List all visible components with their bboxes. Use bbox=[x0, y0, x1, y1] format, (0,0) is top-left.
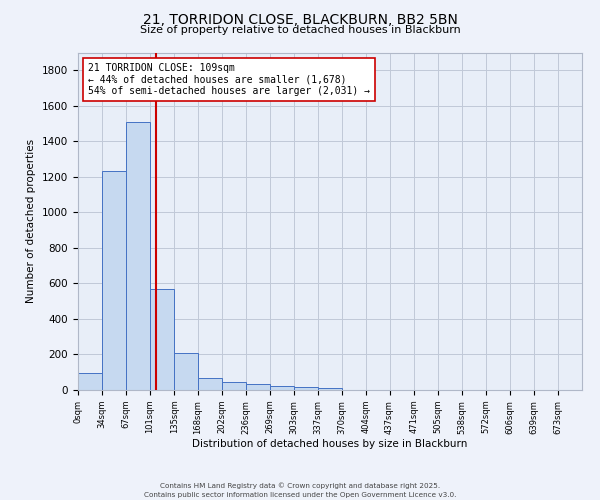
Bar bbox=[222, 382, 246, 390]
Text: Size of property relative to detached houses in Blackburn: Size of property relative to detached ho… bbox=[140, 25, 460, 35]
Bar bbox=[150, 289, 174, 390]
X-axis label: Distribution of detached houses by size in Blackburn: Distribution of detached houses by size … bbox=[193, 440, 467, 450]
Bar bbox=[198, 378, 222, 390]
Bar bbox=[78, 373, 102, 390]
Text: 21 TORRIDON CLOSE: 109sqm
← 44% of detached houses are smaller (1,678)
54% of se: 21 TORRIDON CLOSE: 109sqm ← 44% of detac… bbox=[88, 62, 370, 96]
Bar bbox=[126, 122, 150, 390]
Bar bbox=[246, 384, 271, 390]
Bar bbox=[102, 170, 127, 390]
Text: 21, TORRIDON CLOSE, BLACKBURN, BB2 5BN: 21, TORRIDON CLOSE, BLACKBURN, BB2 5BN bbox=[143, 12, 457, 26]
Bar bbox=[174, 352, 199, 390]
Y-axis label: Number of detached properties: Number of detached properties bbox=[26, 139, 37, 304]
Bar bbox=[270, 386, 294, 390]
Bar bbox=[318, 388, 343, 390]
Bar bbox=[294, 388, 318, 390]
Text: Contains HM Land Registry data © Crown copyright and database right 2025.
Contai: Contains HM Land Registry data © Crown c… bbox=[144, 482, 456, 498]
